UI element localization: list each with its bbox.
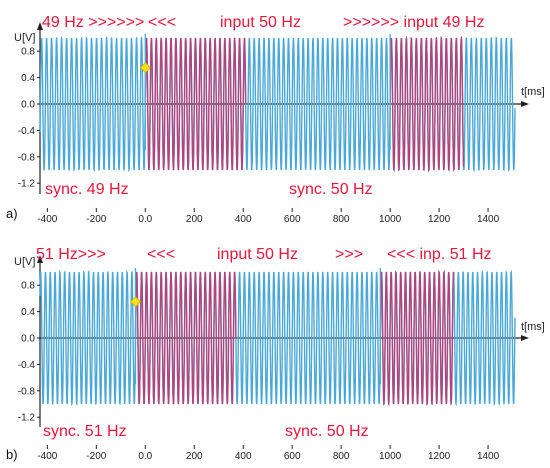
chart-a-xtick-label: 0.0 (138, 214, 152, 225)
chart-a-x-axis-arrow (521, 101, 529, 107)
chart-b-waveform (39, 268, 516, 407)
chart-b-ylabel: U[V] (14, 256, 35, 268)
chart-a-xlabel: t[ms] (521, 86, 545, 98)
chart-b-annotation-arrows: <<< (147, 246, 175, 263)
chart-b-xtick-label: 1000 (379, 451, 402, 462)
chart-a: 0.8 0.4 0.0 -0.4 -0.8 -1.2 -400 -200 0.0 200 400 60… (6, 14, 545, 225)
chart-b-tick-labels: 0.8 0.4 0.0 -0.4 -0.8 -1.2 -400 -200 0.0 200 400 60… (18, 281, 500, 462)
chart-a-annotation-sync-left: sync. 49 Hz (45, 181, 129, 198)
chart-b-xtick-label: 1400 (477, 451, 500, 462)
chart-a-annotation-top-right: >>>>>> input 49 Hz (343, 14, 484, 31)
chart-a-xtick-label: -200 (86, 214, 106, 225)
chart-a-xtick-label: 800 (333, 214, 350, 225)
chart-a-ytick-label: -0.8 (18, 152, 36, 163)
chart-b-ytick-label: 0.0 (21, 334, 35, 345)
chart-a-xtick-label: 1400 (477, 214, 500, 225)
chart-b-xlabel: t[ms] (521, 321, 545, 333)
chart-b-annotation-top-right: >>> (335, 246, 363, 263)
chart-b-xtick-label: -400 (37, 451, 57, 462)
chart-a-series-highlight (144, 37, 247, 171)
chart-a-tick-labels: 0.8 0.4 0.0 -0.4 -0.8 -1.2 -400 -200 0.0 200 400 60… (18, 47, 500, 225)
chart-a-ytick-label: -0.4 (18, 126, 36, 137)
chart-b-xtick-label: 200 (186, 451, 203, 462)
chart-b-series-highlight (134, 271, 237, 405)
chart-a-ytick-label: 0.8 (21, 47, 35, 58)
chart-a-series-highlight (389, 35, 465, 173)
chart-b-annotation-top-right-2: <<< inp. 51 Hz (387, 246, 492, 263)
chart-a-annotation-top-left: 49 Hz >>>>>> (42, 14, 144, 31)
chart-a-xtick-label: 200 (186, 214, 203, 225)
chart-b-xtick-label: 1200 (428, 451, 451, 462)
chart-b-series-highlight (379, 270, 455, 407)
chart-a-annotation-sync-mid: sync. 50 Hz (289, 181, 373, 198)
chart-b-xtick-label: 0.0 (138, 451, 152, 462)
chart-a-xtick-label: 600 (284, 214, 301, 225)
chart-b-panel-label: b) (6, 447, 18, 462)
chart-b-marker (129, 296, 142, 308)
chart-a-ylabel: U[V] (14, 32, 35, 44)
chart-a-xtick-label: 1200 (428, 214, 451, 225)
chart-a-annotation-input: input 50 Hz (220, 14, 301, 31)
chart-b-ytick-label: 0.8 (21, 281, 35, 292)
chart-b-x-axis-arrow (521, 335, 529, 341)
chart-b-xtick-label: 400 (235, 451, 252, 462)
chart-b-ytick-label: -1.2 (18, 413, 36, 424)
chart-b-annotation-top-left: 51 Hz>>> (36, 246, 106, 263)
chart-b-ytick-label: 0.4 (21, 307, 35, 318)
chart-b-annotation-input: input 50 Hz (217, 246, 298, 263)
chart-a-panel-label: a) (6, 206, 18, 221)
chart-b-ytick-label: -0.8 (18, 386, 36, 397)
chart-b-xtick-label: 600 (284, 451, 301, 462)
chart-b-xtick-label: -200 (86, 451, 106, 462)
chart-a-xtick-label: 1000 (379, 214, 402, 225)
chart-b-annotation-sync-mid: sync. 50 Hz (285, 423, 369, 440)
chart-a-y-axis-arrow (37, 22, 43, 30)
chart-a-xtick-label: 400 (235, 214, 252, 225)
chart-a-marker (139, 62, 151, 74)
chart-a-ytick-label: 0.4 (21, 73, 35, 84)
chart-b-xtick-label: 800 (333, 451, 350, 462)
chart-b-ytick-label: -0.4 (18, 360, 36, 371)
chart-b-annotation-sync-left: sync. 51 Hz (43, 423, 127, 440)
chart-a-annotation-arrows: <<< (148, 14, 176, 31)
chart-b-y-axis-arrow (37, 255, 43, 263)
chart-b: 0.8 0.4 0.0 -0.4 -0.8 -1.2 -400 -200 0.0 200 400 60… (6, 246, 545, 462)
chart-a-ytick-label: 0.0 (21, 100, 35, 111)
chart-a-waveform (39, 34, 516, 173)
chart-a-xtick-label: -400 (37, 214, 57, 225)
chart-a-ytick-label: -1.2 (18, 179, 36, 190)
